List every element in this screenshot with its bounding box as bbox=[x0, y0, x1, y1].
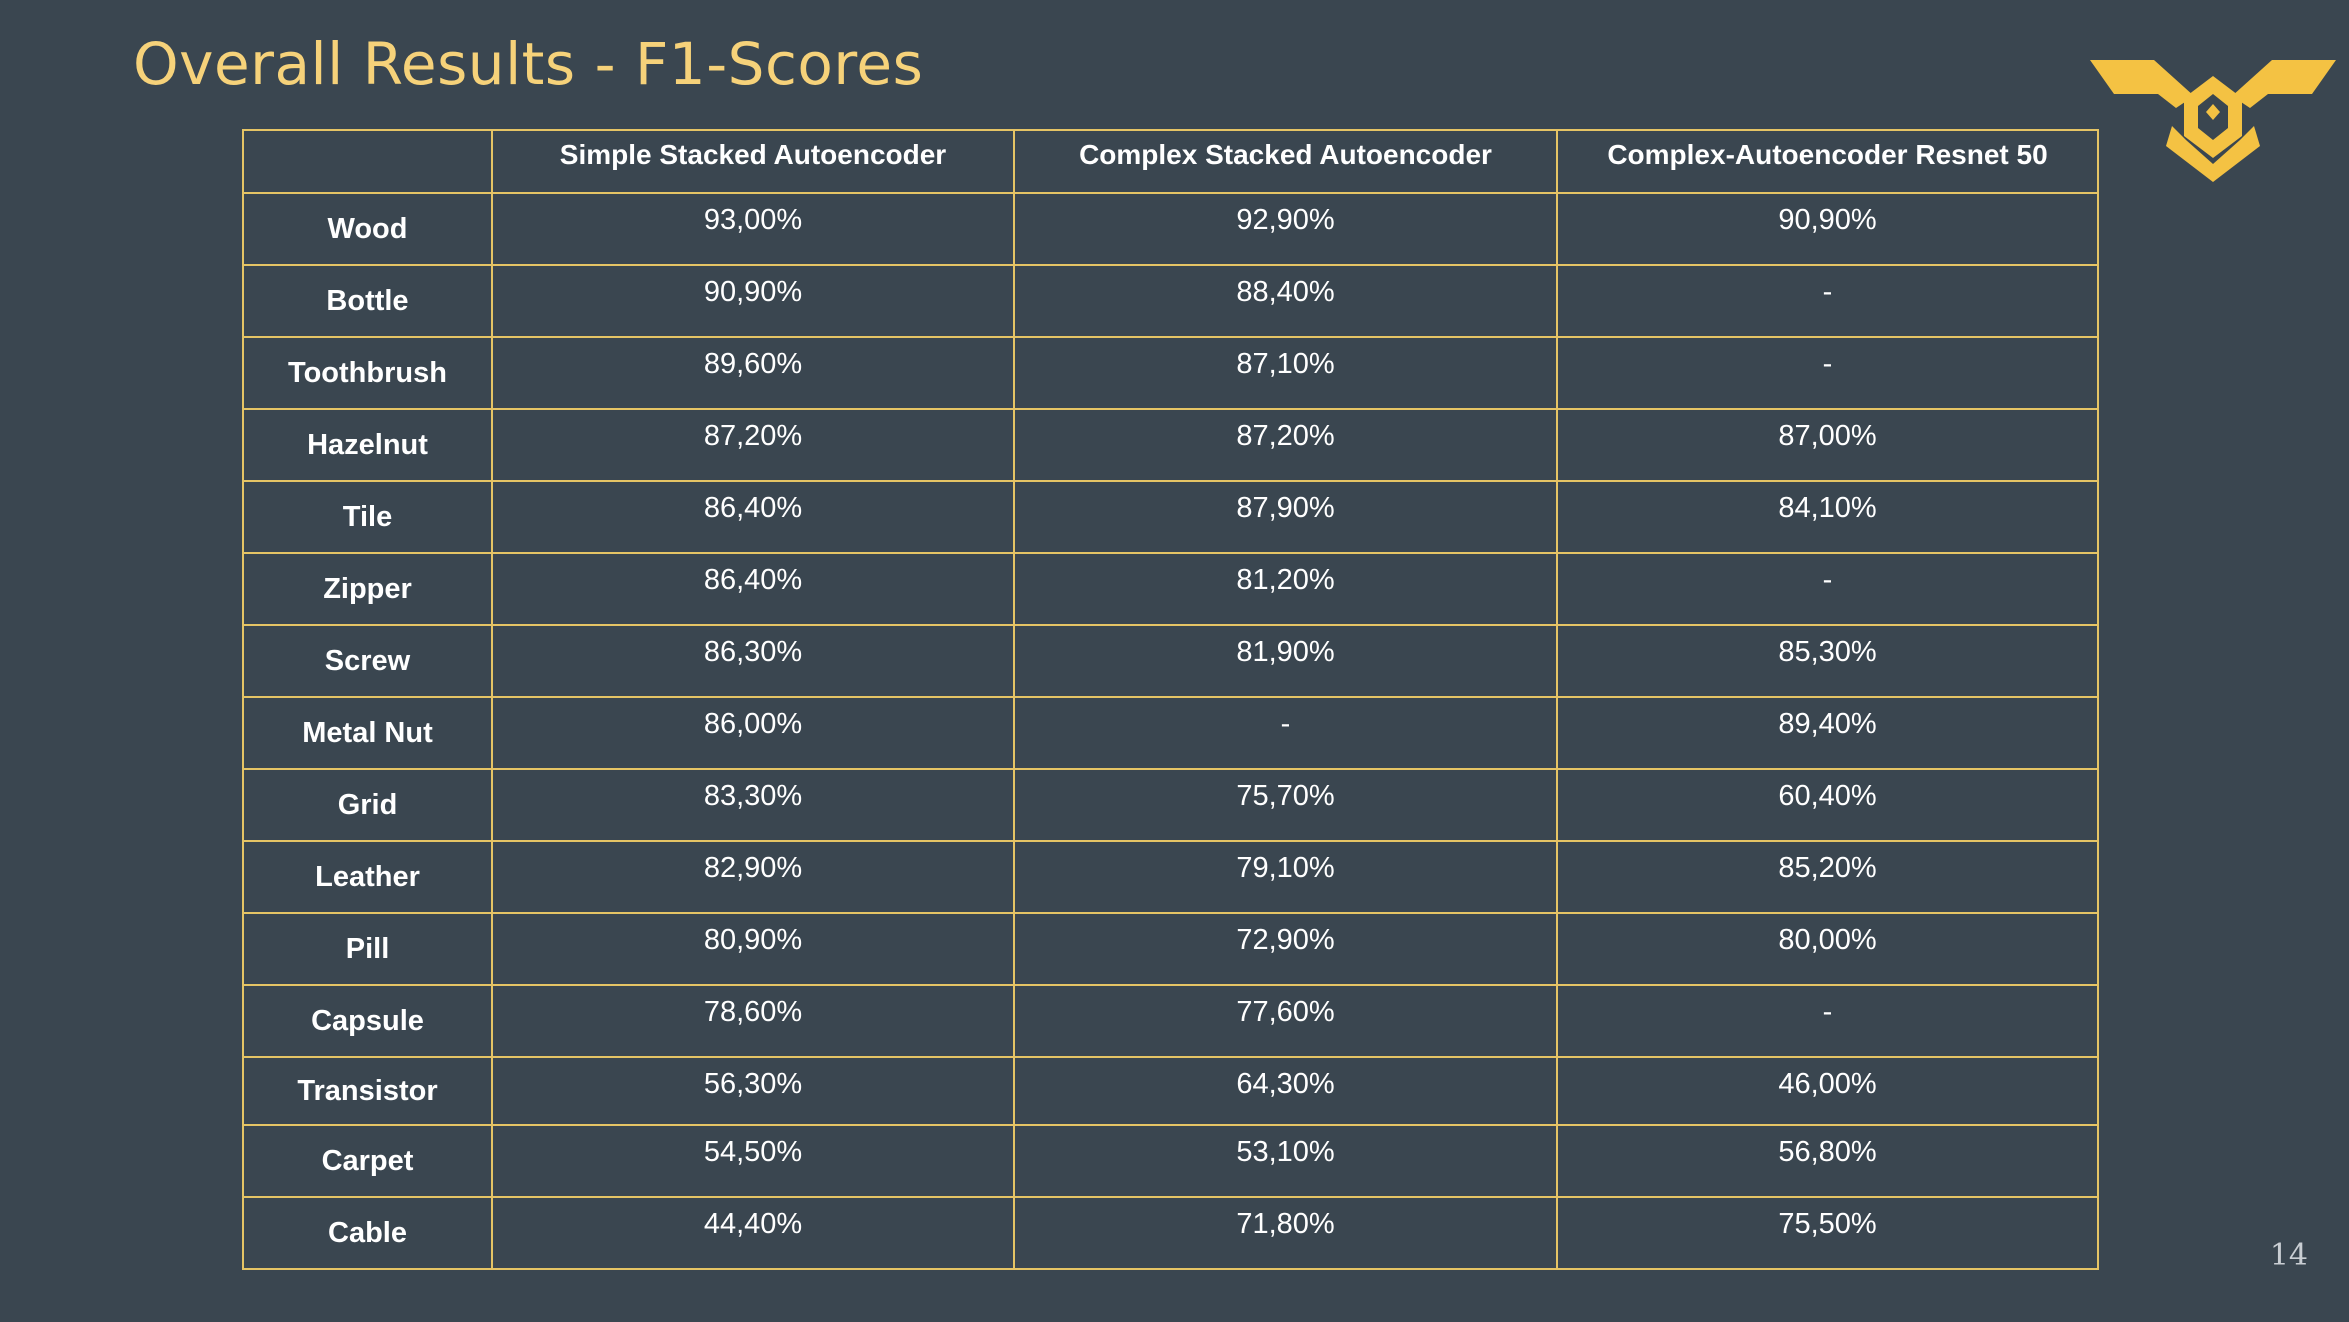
table-cell: 56,80% bbox=[1556, 1124, 2099, 1198]
table-cell: 85,20% bbox=[1556, 840, 2099, 914]
table-cell: 84,10% bbox=[1556, 480, 2099, 554]
table-row: Wood 93,00% 92,90% 90,90% bbox=[242, 192, 2099, 266]
table-cell: 54,50% bbox=[491, 1124, 1015, 1198]
row-label: Grid bbox=[242, 768, 493, 842]
row-label: Hazelnut bbox=[242, 408, 493, 482]
table-row: Cable 44,40% 71,80% 75,50% bbox=[242, 1196, 2099, 1270]
table-row: Leather 82,90% 79,10% 85,20% bbox=[242, 840, 2099, 914]
table-cell: 60,40% bbox=[1556, 768, 2099, 842]
table-cell: 87,20% bbox=[491, 408, 1015, 482]
table-cell: 64,30% bbox=[1013, 1056, 1558, 1126]
table-cell: 88,40% bbox=[1013, 264, 1558, 338]
table-cell: 90,90% bbox=[491, 264, 1015, 338]
table-cell: 87,20% bbox=[1013, 408, 1558, 482]
table-header-row: Simple Stacked Autoencoder Complex Stack… bbox=[242, 129, 2099, 194]
table-cell: 56,30% bbox=[491, 1056, 1015, 1126]
row-label: Pill bbox=[242, 912, 493, 986]
header-complex-stacked-autoencoder: Complex Stacked Autoencoder bbox=[1013, 129, 1558, 194]
table-cell: 44,40% bbox=[491, 1196, 1015, 1270]
table-cell: 89,40% bbox=[1556, 696, 2099, 770]
table-cell: 89,60% bbox=[491, 336, 1015, 410]
table-row: Toothbrush 89,60% 87,10% - bbox=[242, 336, 2099, 410]
table-cell: 81,20% bbox=[1013, 552, 1558, 626]
slide-title: Overall Results - F1-Scores bbox=[133, 30, 924, 98]
table-row: Zipper 86,40% 81,20% - bbox=[242, 552, 2099, 626]
table-row: Screw 86,30% 81,90% 85,30% bbox=[242, 624, 2099, 698]
row-label: Wood bbox=[242, 192, 493, 266]
row-label: Toothbrush bbox=[242, 336, 493, 410]
row-label: Metal Nut bbox=[242, 696, 493, 770]
table-cell: 78,60% bbox=[491, 984, 1015, 1058]
row-label: Screw bbox=[242, 624, 493, 698]
table-cell: 46,00% bbox=[1556, 1056, 2099, 1126]
table-row: Tile 86,40% 87,90% 84,10% bbox=[242, 480, 2099, 554]
table-cell: 71,80% bbox=[1013, 1196, 1558, 1270]
table-row: Carpet 54,50% 53,10% 56,80% bbox=[242, 1124, 2099, 1198]
table-cell: 90,90% bbox=[1556, 192, 2099, 266]
row-label: Leather bbox=[242, 840, 493, 914]
page-number: 14 bbox=[2269, 1238, 2308, 1273]
row-label: Carpet bbox=[242, 1124, 493, 1198]
table-cell: 83,30% bbox=[491, 768, 1015, 842]
row-label: Transistor bbox=[242, 1056, 493, 1126]
table-row: Transistor 56,30% 64,30% 46,00% bbox=[242, 1056, 2099, 1126]
table-cell: 72,90% bbox=[1013, 912, 1558, 986]
table-row: Hazelnut 87,20% 87,20% 87,00% bbox=[242, 408, 2099, 482]
table-cell: - bbox=[1556, 336, 2099, 410]
table-cell: 80,90% bbox=[491, 912, 1015, 986]
table-cell: 87,00% bbox=[1556, 408, 2099, 482]
table-cell: 82,90% bbox=[491, 840, 1015, 914]
table-cell: 75,70% bbox=[1013, 768, 1558, 842]
row-label: Cable bbox=[242, 1196, 493, 1270]
table-row: Bottle 90,90% 88,40% - bbox=[242, 264, 2099, 338]
f1-scores-table: Simple Stacked Autoencoder Complex Stack… bbox=[242, 129, 2099, 1270]
table-row: Capsule 78,60% 77,60% - bbox=[242, 984, 2099, 1058]
table-cell: 53,10% bbox=[1013, 1124, 1558, 1198]
table-cell: 80,00% bbox=[1556, 912, 2099, 986]
table-cell: 77,60% bbox=[1013, 984, 1558, 1058]
table-cell: - bbox=[1556, 984, 2099, 1058]
table-cell: - bbox=[1556, 552, 2099, 626]
table-row: Pill 80,90% 72,90% 80,00% bbox=[242, 912, 2099, 986]
table-cell: 75,50% bbox=[1556, 1196, 2099, 1270]
row-label: Capsule bbox=[242, 984, 493, 1058]
header-complex-autoencoder-resnet50: Complex-Autoencoder Resnet 50 bbox=[1556, 129, 2099, 194]
table-cell: 87,90% bbox=[1013, 480, 1558, 554]
table-cell: 79,10% bbox=[1013, 840, 1558, 914]
table-row: Metal Nut 86,00% - 89,40% bbox=[242, 696, 2099, 770]
table-cell: 86,40% bbox=[491, 552, 1015, 626]
table-cell: 92,90% bbox=[1013, 192, 1558, 266]
table-row: Grid 83,30% 75,70% 60,40% bbox=[242, 768, 2099, 842]
header-corner-cell bbox=[242, 129, 493, 194]
winged-shield-logo-icon bbox=[2090, 60, 2336, 182]
table-cell: - bbox=[1556, 264, 2099, 338]
header-simple-stacked-autoencoder: Simple Stacked Autoencoder bbox=[491, 129, 1015, 194]
table-cell: 81,90% bbox=[1013, 624, 1558, 698]
table-cell: 87,10% bbox=[1013, 336, 1558, 410]
table-cell: 86,00% bbox=[491, 696, 1015, 770]
row-label: Bottle bbox=[242, 264, 493, 338]
row-label: Zipper bbox=[242, 552, 493, 626]
table-cell: 86,40% bbox=[491, 480, 1015, 554]
table-cell: 86,30% bbox=[491, 624, 1015, 698]
table-cell: 93,00% bbox=[491, 192, 1015, 266]
row-label: Tile bbox=[242, 480, 493, 554]
table-cell: - bbox=[1013, 696, 1558, 770]
table-cell: 85,30% bbox=[1556, 624, 2099, 698]
